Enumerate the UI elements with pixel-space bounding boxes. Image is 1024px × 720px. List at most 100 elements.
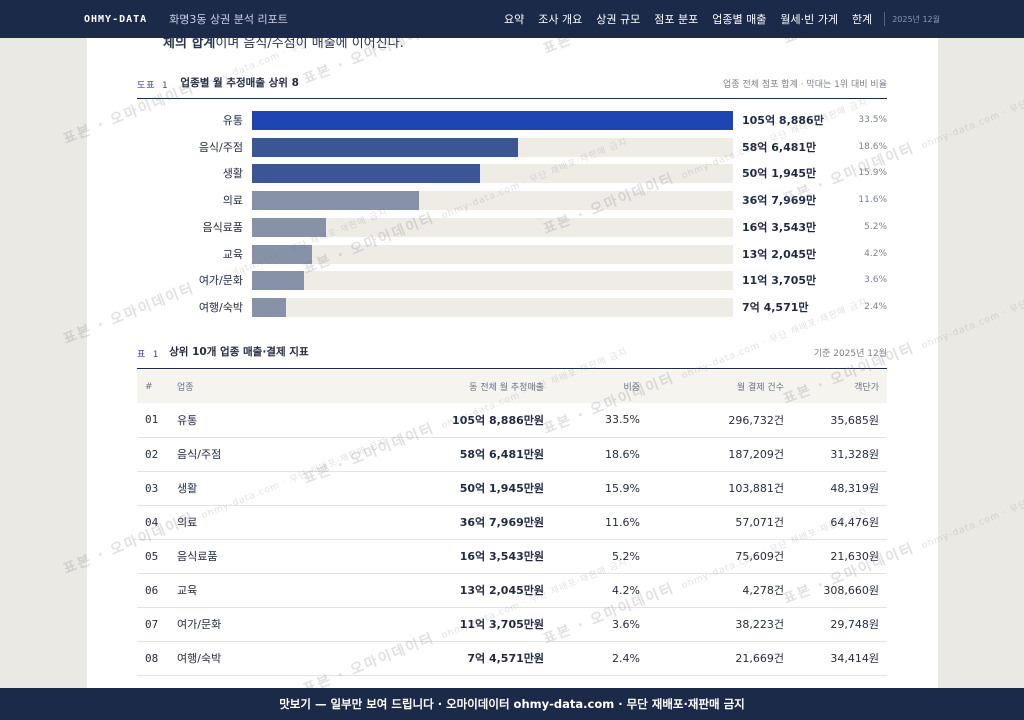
bar-category-label: 음식료품 — [202, 220, 243, 234]
cell-payment-count: 57,071건 — [640, 505, 784, 540]
bar-share-label: 2.4% — [864, 301, 887, 312]
nav-link-store-distribution[interactable]: 점포 분포 — [654, 13, 699, 26]
cell-monthly-sales: 13억 2,045만원 — [327, 573, 544, 608]
bar-value-label: 16억 3,543만 — [742, 220, 817, 234]
table-row: 04 의료 36억 7,969만원 11.6% 57,071건 64,476원 — [137, 505, 887, 540]
cell-avg-ticket: 31,328원 — [784, 437, 887, 472]
bar-row: 음식/주점 58억 6,481만 18.6% — [137, 137, 887, 157]
table-row: 05 음식료품 16억 3,543만원 5.2% 75,609건 21,630원 — [137, 539, 887, 574]
figure-tag: 도표 1 — [137, 81, 169, 91]
report-date: 2025년 12월 — [892, 14, 940, 24]
bar — [252, 271, 304, 291]
bar-category-label: 여행/숙박 — [198, 300, 243, 314]
bar-value-label: 13억 2,045만 — [742, 247, 817, 261]
body-emphasis: 체의 합계 — [163, 38, 216, 51]
nav-link-rent-vacancy[interactable]: 월세·빈 가게 — [780, 13, 838, 26]
body-paragraph-cut: 체의 합계이며 음식/주점이 매출에 이어진다. — [163, 38, 404, 51]
bar-track — [252, 271, 733, 291]
figure-note: 업종 전체 점포 합계 · 막대는 1위 대비 비율 — [723, 80, 887, 90]
bar-category-label: 생활 — [222, 167, 243, 181]
bar-value-label: 7억 4,571만 — [742, 300, 809, 314]
bar — [252, 244, 312, 264]
bar — [252, 217, 327, 237]
section-nav: 요약 조사 개요 상권 규모 점포 분포 업종별 매출 월세·빈 가게 한계 2… — [490, 11, 940, 27]
cell-monthly-sales: 36억 7,969만원 — [327, 505, 544, 540]
bar — [252, 164, 480, 184]
cell-payment-count: 38,223건 — [640, 607, 784, 642]
col-header-share: 비중 — [544, 370, 640, 403]
cell-payment-count: 187,209건 — [640, 437, 784, 472]
cell-rank: 07 — [137, 607, 177, 642]
cell-rank: 04 — [137, 505, 177, 540]
nav-link-overview[interactable]: 조사 개요 — [538, 13, 583, 26]
bar-share-label: 5.2% — [864, 221, 887, 232]
bar-row: 여행/숙박 7억 4,571만 2.4% — [137, 297, 887, 317]
cell-avg-ticket: 308,660원 — [784, 573, 887, 608]
cell-rank: 01 — [137, 403, 177, 438]
bar-share-label: 15.9% — [858, 168, 887, 179]
bar-category-label: 교육 — [222, 247, 243, 261]
cell-rank: 08 — [137, 641, 177, 676]
nav-link-limitations[interactable]: 한계 — [851, 13, 873, 26]
cell-industry: 의료 — [177, 505, 327, 540]
cell-share: 33.5% — [544, 403, 640, 438]
col-header-industry: 업종 — [177, 370, 327, 403]
cell-industry: 유통 — [177, 403, 327, 438]
figure-title: 업종별 월 추정매출 상위 8 — [180, 77, 299, 89]
bar — [252, 137, 519, 157]
bar-share-label: 11.6% — [858, 195, 887, 206]
col-header-rank: # — [137, 370, 177, 403]
table-body: 01 유통 105억 8,886만원 33.5% 296,732건 35,685원 02 음식… — [137, 403, 887, 676]
brand-logo[interactable]: OHMY-DATA — [84, 13, 148, 25]
bar-value-label: 105억 8,886만 — [742, 114, 824, 127]
report-title: 화명3동 상권 분석 리포트 — [169, 13, 288, 26]
table-row: 08 여행/숙박 7억 4,571만원 2.4% 21,669건 34,414원 — [137, 641, 887, 676]
cell-avg-ticket: 29,748원 — [784, 607, 887, 642]
table-header-row: # 업종 동 전체 월 추정매출 비중 월 결제 건수 객단가 — [137, 370, 887, 403]
cell-industry: 생활 — [177, 471, 327, 506]
cell-monthly-sales: 7억 4,571만원 — [327, 641, 544, 676]
cell-rank: 03 — [137, 471, 177, 506]
bar-category-label: 유통 — [222, 114, 243, 127]
nav-link-sales-by-industry[interactable]: 업종별 매출 — [712, 13, 767, 26]
table-row: 07 여가/문화 11억 3,705만원 3.6% 38,223건 29,748원 — [137, 607, 887, 642]
bar-row: 유통 105억 8,886만 33.5% — [137, 111, 887, 130]
bar-value-label: 36억 7,969만 — [742, 194, 817, 208]
bar-share-label: 18.6% — [858, 141, 887, 152]
cell-share: 2.4% — [544, 641, 640, 676]
bar-share-label: 33.5% — [858, 115, 887, 125]
bar-value-label: 11억 3,705만 — [742, 274, 817, 288]
bar-row: 음식료품 16억 3,543만 5.2% — [137, 217, 887, 237]
cell-share: 11.6% — [544, 505, 640, 540]
cell-monthly-sales: 16억 3,543만원 — [327, 539, 544, 574]
nav-link-market-size[interactable]: 상권 규모 — [596, 13, 641, 26]
col-header-avg-ticket: 객단가 — [784, 370, 887, 403]
nav-link-summary[interactable]: 요약 — [504, 13, 525, 26]
cell-avg-ticket: 48,319원 — [784, 471, 887, 506]
table-note: 기준 2025년 12월 — [813, 349, 887, 359]
cell-payment-count: 103,881건 — [640, 471, 784, 506]
cell-payment-count: 4,278건 — [640, 573, 784, 608]
table-row: 06 교육 13억 2,045만원 4.2% 4,278건 308,660원 — [137, 573, 887, 608]
bar-value-label: 50억 1,945만 — [742, 167, 817, 181]
cell-avg-ticket: 21,630원 — [784, 539, 887, 574]
bar-track — [252, 111, 733, 130]
cell-industry: 교육 — [177, 573, 327, 608]
bar-category-label: 음식/주점 — [198, 140, 243, 154]
table-row: 02 음식/주점 58억 6,481만원 18.6% 187,209건 31,328원 — [137, 437, 887, 472]
bar-value-label: 58억 6,481만 — [742, 140, 817, 154]
industry-metrics-table: # 업종 동 전체 월 추정매출 비중 월 결제 건수 객단가 01 유통 105억… — [137, 370, 887, 676]
cell-monthly-sales: 50억 1,945만원 — [327, 471, 544, 506]
bar-row: 의료 36억 7,969만 11.6% — [137, 191, 887, 211]
cell-avg-ticket: 64,476원 — [784, 505, 887, 540]
cell-monthly-sales: 11억 3,705만원 — [327, 607, 544, 642]
cell-share: 18.6% — [544, 437, 640, 472]
cell-industry: 음식료품 — [177, 539, 327, 574]
cell-payment-count: 75,609건 — [640, 539, 784, 574]
cell-monthly-sales: 58억 6,481만원 — [327, 437, 544, 472]
body-text: 이며 음식/주점이 매출에 이어진다. — [215, 38, 404, 51]
cell-avg-ticket: 35,685원 — [784, 403, 887, 438]
table-row: 03 생활 50억 1,945만원 15.9% 103,881건 48,319원 — [137, 471, 887, 506]
cell-rank: 02 — [137, 437, 177, 472]
bar-share-label: 3.6% — [864, 275, 887, 286]
